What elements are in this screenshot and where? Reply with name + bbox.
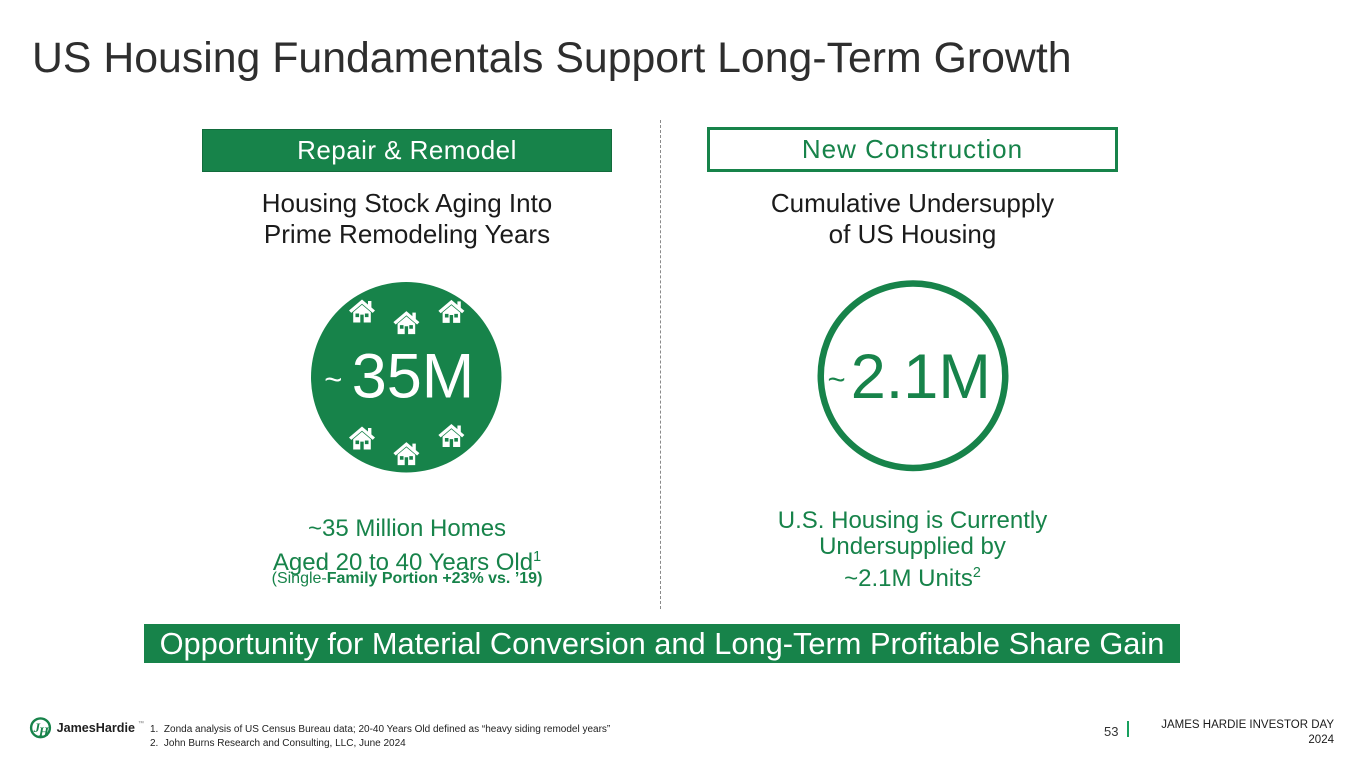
svg-text:35M: 35M (352, 341, 475, 411)
svg-text:™: ™ (138, 720, 144, 727)
svg-text:JamesHardie: JamesHardie (57, 721, 135, 735)
svg-text:2.1M: 2.1M (851, 342, 991, 412)
svg-text:~: ~ (827, 362, 845, 397)
svg-text:J: J (33, 720, 41, 735)
svg-text:H: H (38, 724, 50, 739)
svg-text:~: ~ (324, 362, 342, 397)
